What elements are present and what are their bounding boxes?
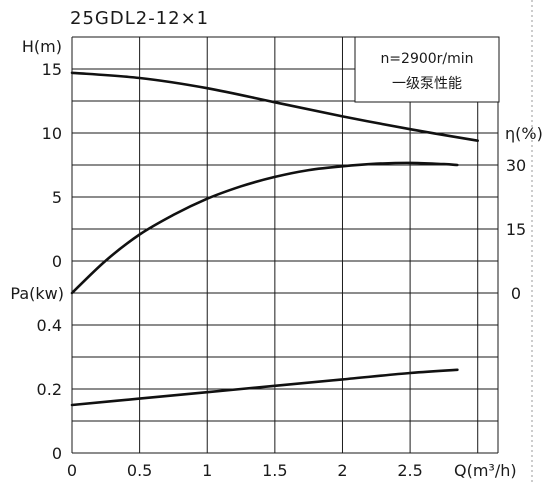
y-axis-head-label: H(m) — [22, 37, 62, 56]
head-curve — [70, 71, 479, 142]
y-head-tick-label: 5 — [52, 188, 62, 207]
y-power-tick-label: 0.4 — [37, 316, 62, 335]
y-head-tick-label: 15 — [42, 60, 62, 79]
y-head-tick-label: 10 — [42, 124, 62, 143]
x-tick-label: 1 — [202, 461, 212, 480]
x-axis-label: Q(m³/h) — [454, 461, 517, 480]
y-efficiency-tick-label: 15 — [506, 220, 526, 239]
y-axis-efficiency-label: η(%) — [505, 124, 543, 143]
annotation-box — [354, 36, 500, 103]
chart-curves — [70, 71, 479, 407]
y-efficiency-tick-label: 0 — [511, 284, 521, 303]
tick-labels: 0 0.5 1 1.5 2 2.5 0 5 10 15 0 0.2 0.4 0 15 30 — [37, 60, 527, 480]
chart-title: 25GDL2-12×1 — [70, 8, 209, 29]
annotation-stage: 一级泵性能 — [392, 76, 462, 92]
x-tick-label: 0.5 — [127, 461, 152, 480]
x-tick-label: 0 — [67, 461, 77, 480]
y-power-tick-label: 0 — [52, 444, 62, 463]
power-curve — [70, 368, 459, 407]
x-tick-label: 1.5 — [262, 461, 287, 480]
x-tick-label: 2.5 — [397, 461, 422, 480]
x-tick-label: 2 — [337, 461, 347, 480]
y-power-tick-label: 0.2 — [37, 380, 62, 399]
efficiency-curve — [70, 161, 459, 295]
y-efficiency-tick-label: 30 — [506, 156, 526, 175]
y-head-tick-label: 0 — [52, 252, 62, 271]
chart-grid — [71, 36, 499, 454]
y-axis-power-label: Pa(kw) — [10, 284, 64, 303]
annotation-speed: n=2900r/min — [380, 51, 473, 67]
